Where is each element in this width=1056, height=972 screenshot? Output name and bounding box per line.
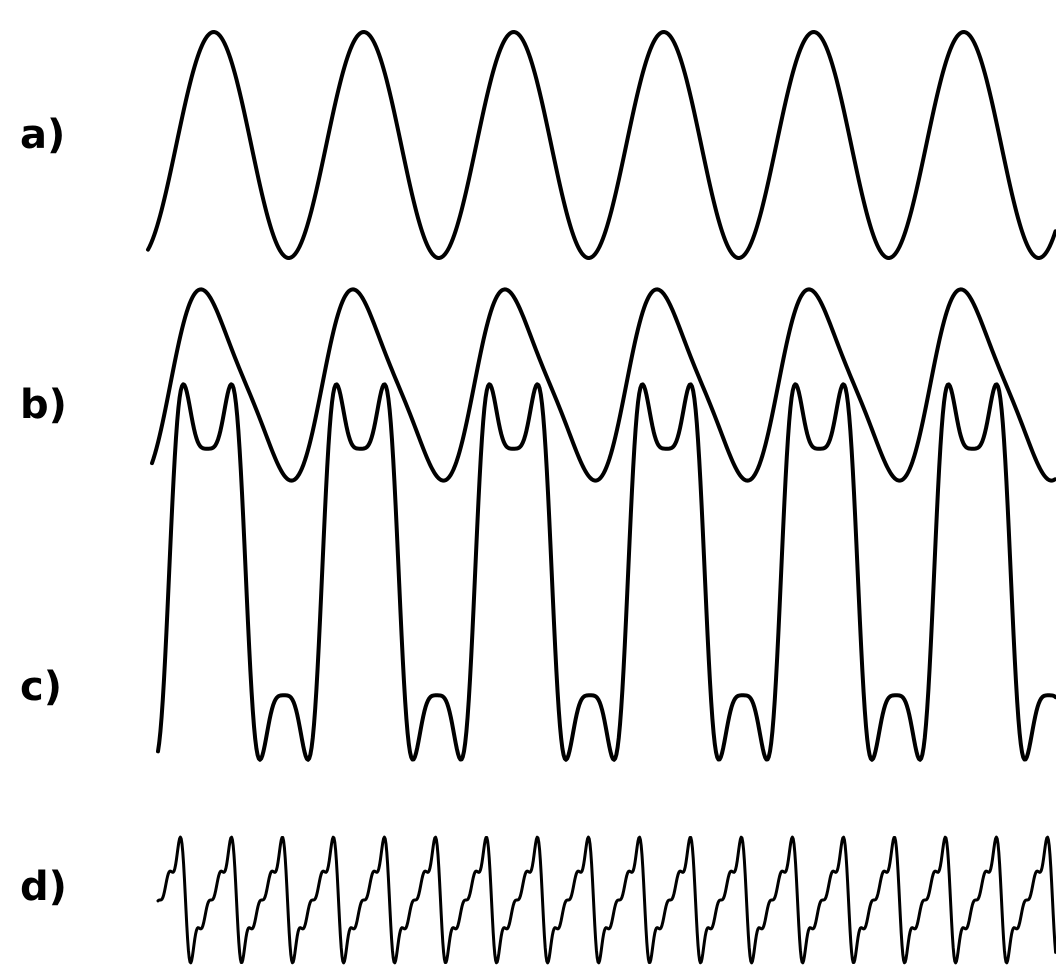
panel-d-label: d) [20,864,67,910]
panel-a: a) [20,30,1056,260]
panel-c: c) [20,382,1056,762]
panel-b: b) [20,287,1056,483]
panel-c-label: c) [20,664,62,710]
panel-d-waveform [156,835,1056,965]
panel-b-label: b) [20,382,67,428]
panel-b-waveform [150,287,1056,483]
panel-a-waveform [146,30,1056,260]
panel-c-waveform [156,382,1056,762]
panel-d: d) [20,835,1056,965]
panel-a-label: a) [20,112,65,158]
